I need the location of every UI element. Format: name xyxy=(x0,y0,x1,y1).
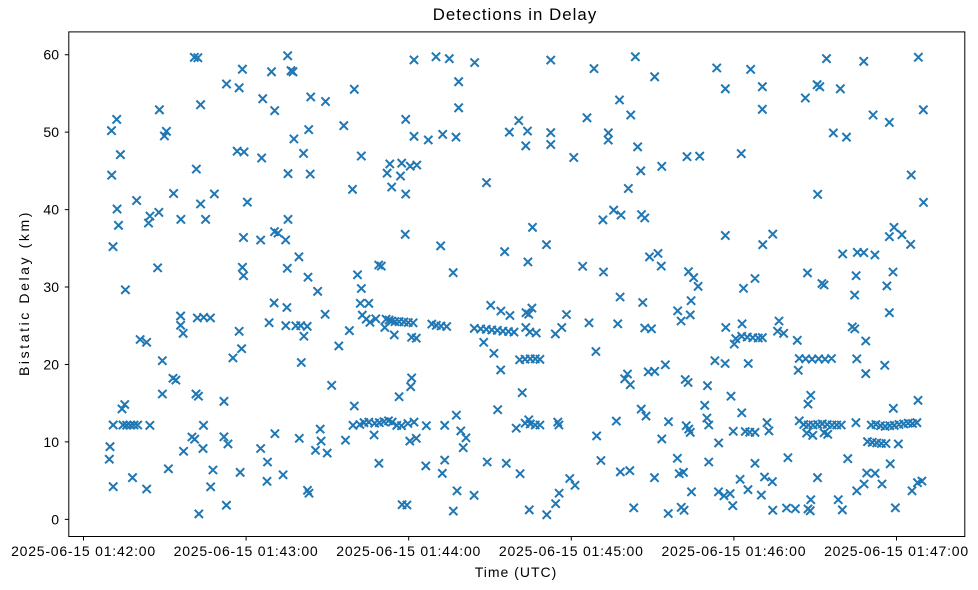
svg-text:20: 20 xyxy=(43,357,59,373)
svg-text:2025-06-15 01:42:00: 2025-06-15 01:42:00 xyxy=(11,543,156,559)
svg-text:10: 10 xyxy=(43,434,59,450)
svg-text:Bistatic Delay (km): Bistatic Delay (km) xyxy=(16,210,32,376)
svg-text:2025-06-15 01:47:00: 2025-06-15 01:47:00 xyxy=(824,543,969,559)
svg-text:0: 0 xyxy=(51,511,59,527)
svg-text:40: 40 xyxy=(43,202,59,218)
svg-text:Detections in Delay: Detections in Delay xyxy=(433,5,598,24)
svg-text:2025-06-15 01:43:00: 2025-06-15 01:43:00 xyxy=(174,543,319,559)
svg-text:2025-06-15 01:45:00: 2025-06-15 01:45:00 xyxy=(499,543,644,559)
svg-text:60: 60 xyxy=(43,47,59,63)
svg-text:30: 30 xyxy=(43,279,59,295)
svg-text:Time (UTC): Time (UTC) xyxy=(475,564,558,580)
svg-text:2025-06-15 01:44:00: 2025-06-15 01:44:00 xyxy=(336,543,481,559)
svg-text:50: 50 xyxy=(43,124,59,140)
svg-text:2025-06-15 01:46:00: 2025-06-15 01:46:00 xyxy=(661,543,806,559)
